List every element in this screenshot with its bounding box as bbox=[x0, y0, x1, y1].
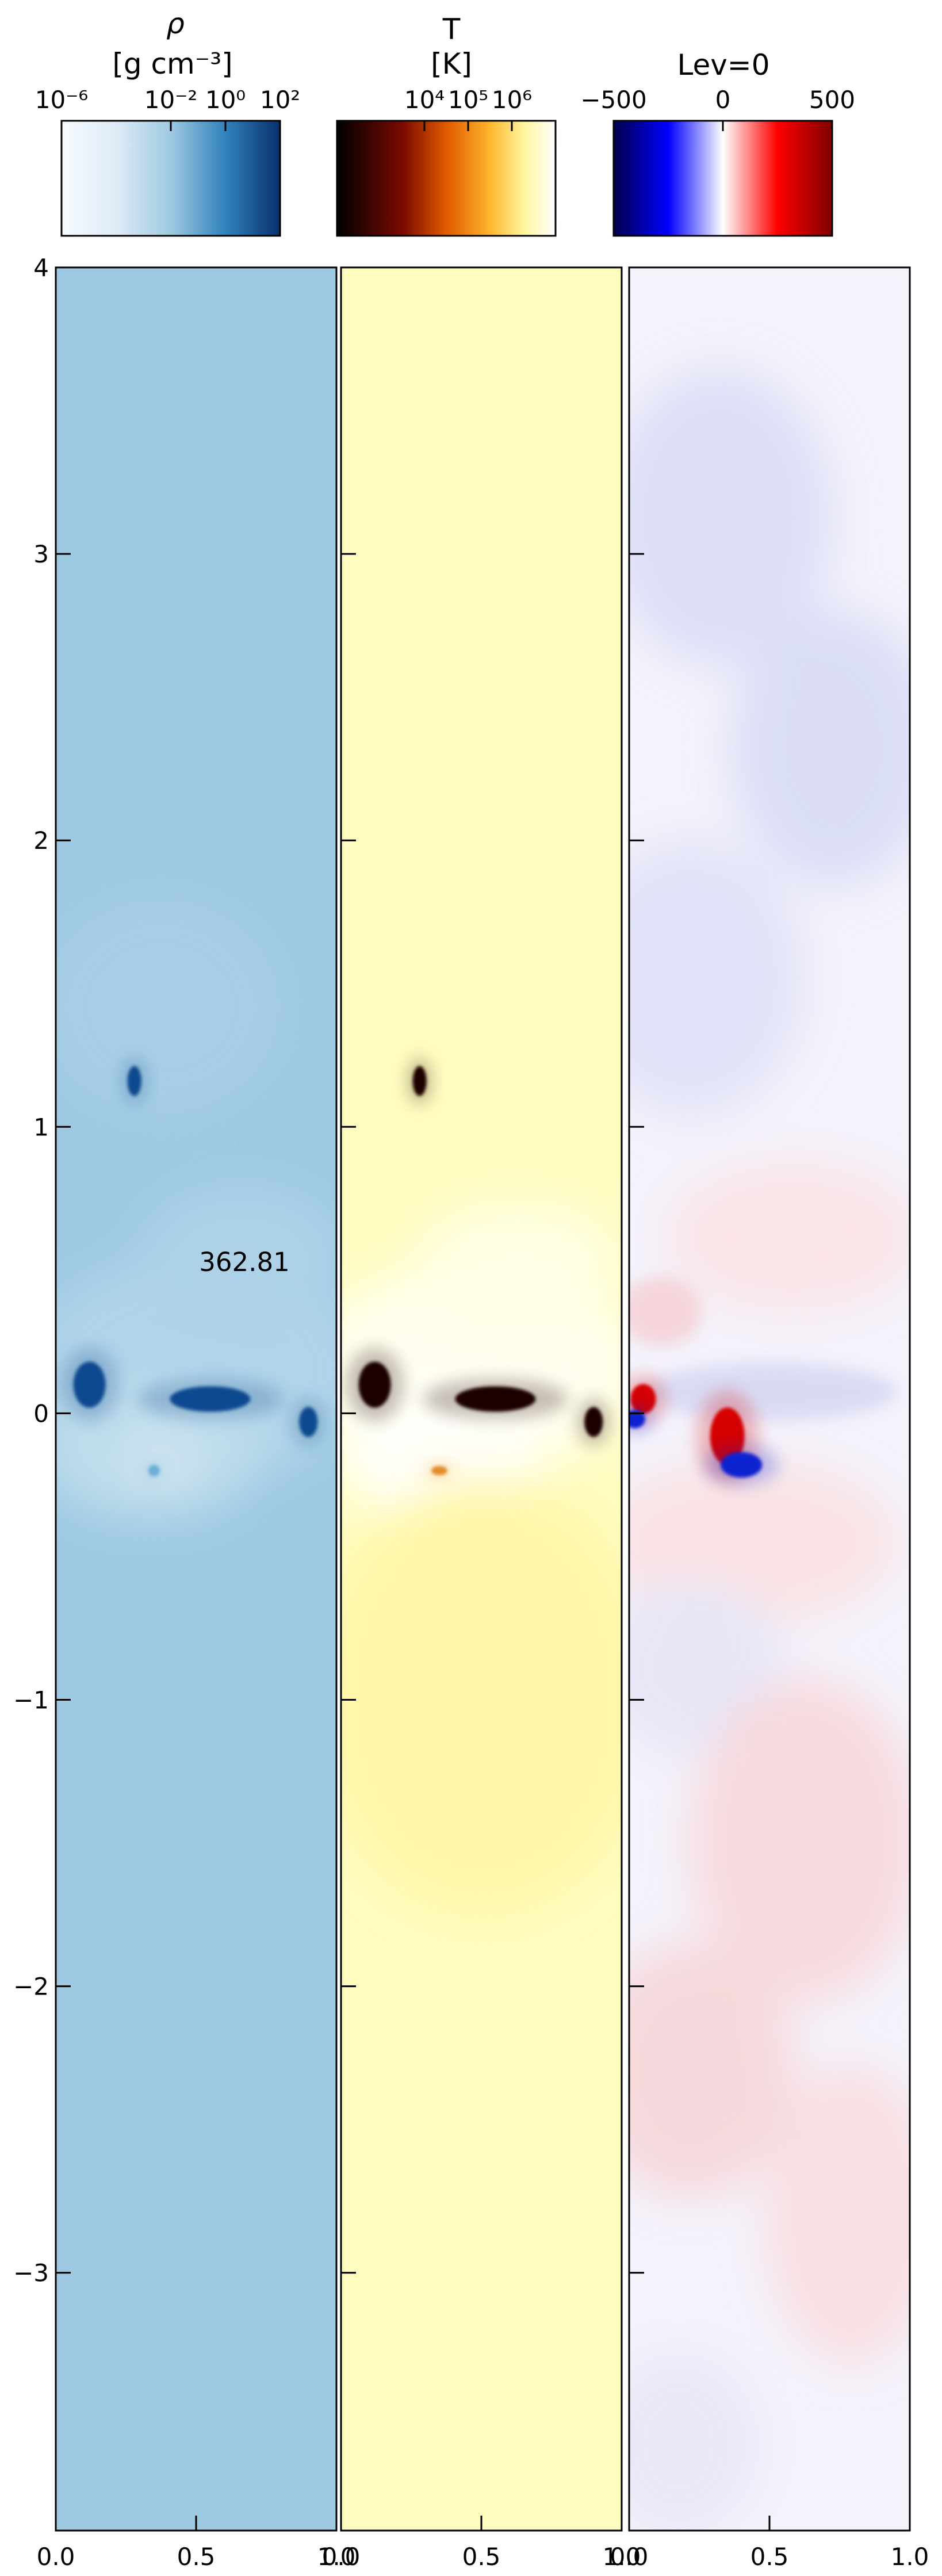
y-tick-label: −3 bbox=[13, 2259, 49, 2287]
colorbar-tick-label: 500 bbox=[809, 86, 855, 114]
velocity-colorbar-gradient bbox=[612, 120, 833, 237]
clump bbox=[431, 1466, 447, 1476]
temperature-panel: 0.0 0.5 1.0 bbox=[322, 266, 641, 2571]
velocity-colorbar-title: Lev=0 bbox=[677, 48, 769, 82]
x-tick-label: 0.0 bbox=[37, 2543, 75, 2571]
velocity-colorbar: Lev=0 −500 0 500 bbox=[580, 48, 855, 237]
y-tick-label: 0 bbox=[33, 1399, 49, 1427]
x-tick-label: 1.0 bbox=[891, 2543, 929, 2571]
clump bbox=[148, 1465, 160, 1477]
x-tick-label: 0.5 bbox=[750, 2543, 789, 2571]
density-panel: 0.0 0.5 1.0 4 3 2 1 0 −1 −2 −3 362.81 bbox=[13, 254, 356, 2571]
temperature-colorbar-title-symbol: T bbox=[442, 13, 461, 46]
y-tick-label: 3 bbox=[33, 540, 49, 568]
colorbar-tick-label: 10⁻² bbox=[144, 86, 197, 114]
temperature-colorbar-gradient bbox=[336, 120, 557, 237]
y-tick-label: 2 bbox=[33, 826, 49, 855]
clump bbox=[127, 1066, 141, 1096]
density-colorbar: ρ [g cm⁻³] 10⁻⁶ 10⁻² 10⁰ 10² bbox=[35, 7, 300, 237]
clump bbox=[721, 1452, 763, 1478]
x-tick-label: 0.0 bbox=[610, 2543, 649, 2571]
clump bbox=[73, 1361, 106, 1408]
y-tick-label: 1 bbox=[33, 1113, 49, 1141]
colorbar-tick-label: −500 bbox=[580, 86, 646, 114]
time-label: 362.81 bbox=[199, 1247, 289, 1277]
x-tick-label: 1.0 bbox=[317, 2543, 356, 2571]
y-tick-label: 4 bbox=[33, 254, 49, 282]
clump bbox=[412, 1066, 427, 1096]
x-tick-label: 1.0 bbox=[603, 2543, 641, 2571]
x-tick-label: 0.5 bbox=[177, 2543, 216, 2571]
x-tick-label: 0.0 bbox=[322, 2543, 361, 2571]
temperature-colorbar: T [K] 10⁴ 10⁵ 10⁶ bbox=[336, 13, 557, 237]
density-colorbar-title-unit: [g cm⁻³] bbox=[112, 47, 232, 81]
density-colorbar-gradient bbox=[60, 120, 281, 237]
clump bbox=[170, 1386, 251, 1412]
clump bbox=[629, 1410, 645, 1429]
temperature-colorbar-title-unit: [K] bbox=[431, 47, 472, 81]
colorbar-tick-label: 10⁻⁶ bbox=[35, 86, 88, 114]
colorbar-tick-label: 10⁶ bbox=[492, 86, 532, 114]
colorbar-tick-label: 10⁰ bbox=[205, 86, 246, 114]
clump bbox=[299, 1407, 318, 1437]
y-tick-label: −2 bbox=[13, 1973, 49, 2001]
colorbar-tick-label: 0 bbox=[715, 86, 731, 114]
density-colorbar-title-symbol: ρ bbox=[166, 7, 185, 40]
clump bbox=[455, 1386, 536, 1412]
clump bbox=[584, 1407, 603, 1437]
velocity-panel: 0.0 0.5 1.0 bbox=[610, 266, 929, 2571]
clump bbox=[358, 1361, 391, 1408]
colorbar-tick-label: 10⁴ bbox=[404, 86, 445, 114]
y-tick-label: −1 bbox=[13, 1686, 49, 1714]
x-tick-label: 0.5 bbox=[462, 2543, 501, 2571]
colorbar-tick-label: 10² bbox=[260, 86, 300, 114]
colorbar-tick-label: 10⁵ bbox=[448, 86, 488, 114]
